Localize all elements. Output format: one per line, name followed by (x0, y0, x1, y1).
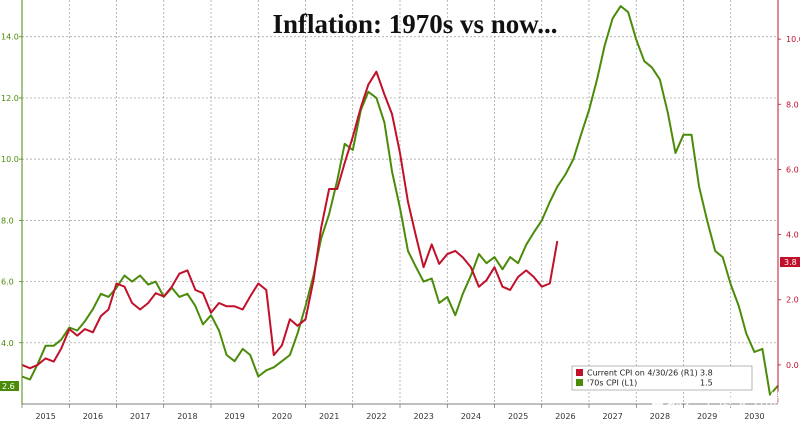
x-tick-label: 2017 (130, 412, 150, 421)
right-tick-label: 2.0 (786, 296, 799, 305)
left-tick-label: 12.0 (1, 94, 19, 103)
x-tick-label: 2020 (272, 412, 292, 421)
x-tick-label: 2023 (413, 412, 433, 421)
chart-title: Inflation: 1970s vs now... (272, 9, 557, 39)
left-tick-label: 10.0 (1, 155, 19, 164)
left-tick-label: 14.0 (1, 33, 19, 42)
x-tick-label: 2018 (177, 412, 197, 421)
series-line-current-cpi (21, 70, 559, 370)
legend-label-current-cpi: Current CPI on 4/30/26 (R1) (587, 369, 698, 378)
right-value-badge: 3.8 (780, 257, 800, 267)
legend-value-70s-cpi: 1.5 (700, 379, 713, 388)
left-badge-value: 2.6 (2, 382, 15, 391)
right-tick-label: 0.0 (786, 361, 799, 370)
left-tick-label: 6.0 (1, 278, 14, 287)
x-tick-label: 2026 (555, 412, 575, 421)
x-tick-label: 2025 (508, 412, 528, 421)
right-badge-value: 3.8 (784, 258, 797, 267)
left-tick-label: 4.0 (1, 339, 14, 348)
x-tick-label: 2016 (83, 412, 103, 421)
x-tick-label: 2028 (650, 412, 670, 421)
legend-swatch-70s-cpi (576, 379, 583, 386)
legend-box (571, 365, 753, 391)
right-tick-label: 8.0 (786, 100, 799, 109)
legend-label-70s-cpi: '70s CPI (L1) (587, 379, 637, 388)
x-tick-label: 2019 (224, 412, 244, 421)
grid-lines (22, 0, 779, 404)
right-tick-label: 6.0 (786, 165, 799, 174)
x-tick-label: 2022 (366, 412, 386, 421)
x-tick-label: 2015 (35, 412, 55, 421)
left-tick-label: 8.0 (1, 216, 14, 225)
legend-value-current-cpi: 3.8 (700, 369, 713, 378)
series-line-70s-cpi (21, 5, 779, 396)
legend: Current CPI on 4/30/26 (R1) 3.8 '70s CPI… (571, 365, 753, 391)
x-tick-label: 2021 (319, 412, 339, 421)
series-layer (21, 5, 779, 396)
watermark: 雪球：中资美元债 (649, 391, 785, 411)
x-tick-label: 2027 (602, 412, 622, 421)
right-tick-label: 10.0 (786, 35, 800, 44)
left-value-badge: 2.6 (0, 381, 19, 391)
x-tick-label: 2024 (461, 412, 481, 421)
right-tick-label: 4.0 (786, 231, 799, 240)
right-badge-box (780, 257, 800, 267)
left-badge-box (0, 381, 19, 391)
legend-swatch-current-cpi (576, 369, 583, 376)
x-tick-label: 2029 (697, 412, 717, 421)
x-tick-label: 2030 (744, 412, 764, 421)
